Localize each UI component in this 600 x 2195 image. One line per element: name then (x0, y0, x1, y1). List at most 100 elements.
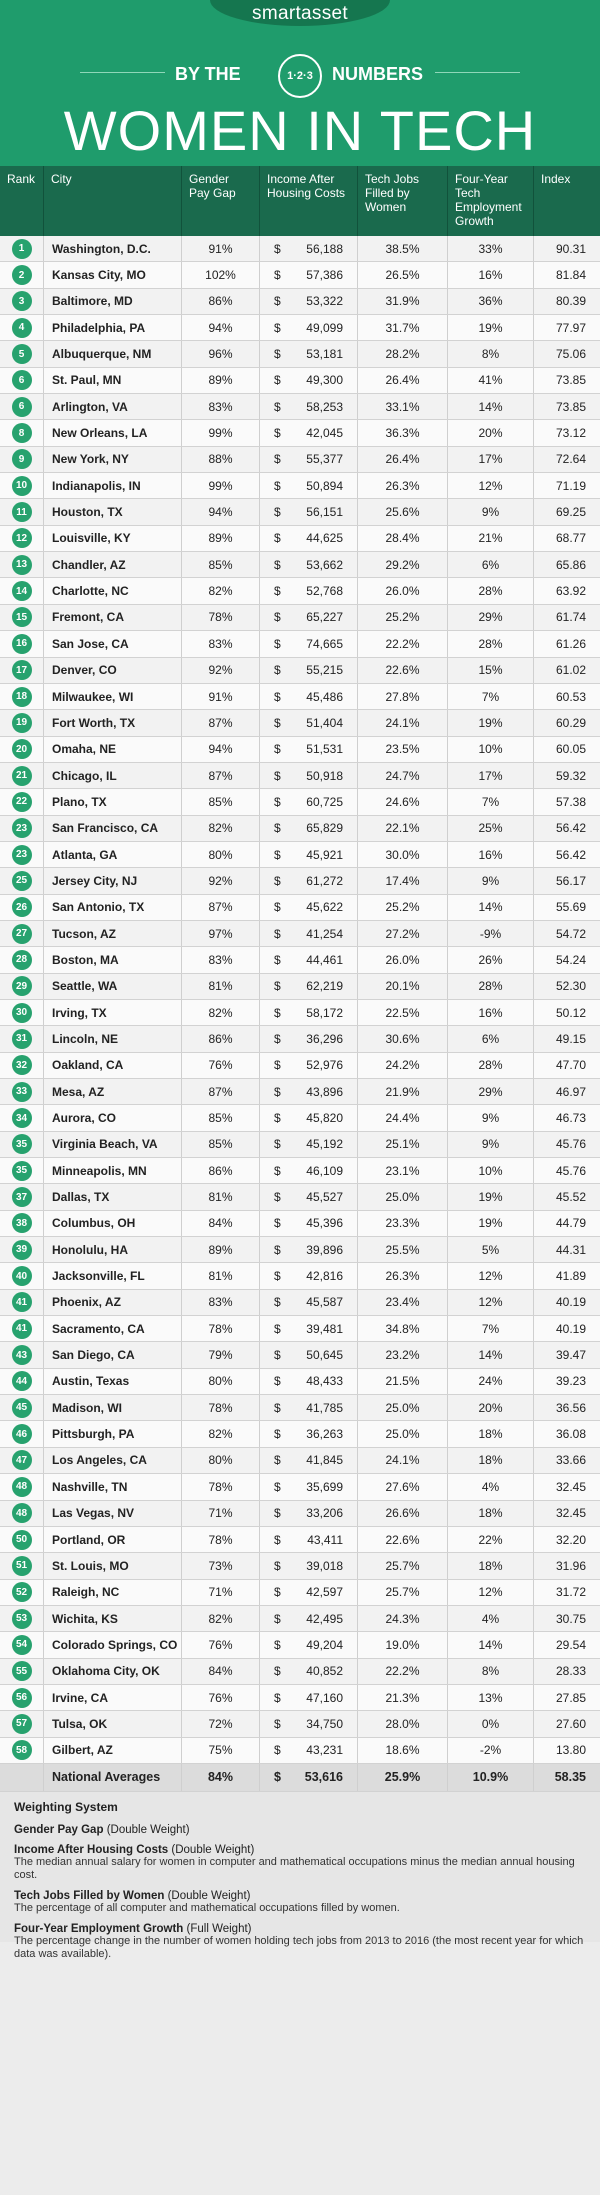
income-value: 40,852 (306, 1664, 343, 1679)
table-row: 46 Pittsburgh, PA 82% $36,263 25.0% 18% 36.08 (0, 1421, 600, 1448)
rank-cell: 16 (0, 631, 44, 657)
weighting-item-weight: (Full Weight) (186, 1922, 252, 1935)
currency-symbol: $ (274, 1453, 281, 1468)
city-cell: St. Paul, MN (44, 367, 182, 394)
pay-gap-cell: 81% (182, 973, 260, 999)
pay-gap-cell: 78% (182, 1474, 260, 1500)
table-row: 6 Arlington, VA 83% $58,253 33.1% 14% 73.85 (0, 394, 600, 421)
index-cell: 31.96 (555, 1558, 586, 1573)
weighting-item-title: Tech Jobs Filled by Women (Double Weight… (14, 1890, 586, 1902)
pay-gap-cell: 80% (182, 1447, 260, 1474)
rank-badge: 45 (11, 1397, 32, 1418)
city-cell: Sacramento, CA (44, 1316, 182, 1342)
currency-symbol: $ (274, 952, 281, 967)
growth-cell: 10% (448, 1158, 534, 1184)
growth-cell: 33% (448, 236, 534, 262)
income-cell: $40,852 (260, 1658, 358, 1684)
tech-jobs-cell: 26.5% (358, 262, 448, 288)
avg-tech-jobs: 25.9% (358, 1763, 448, 1791)
column-header-index: Index (541, 172, 571, 186)
tech-jobs-cell: 24.3% (358, 1605, 448, 1632)
income-value: 50,894 (306, 478, 343, 493)
rank-cell: 10 (0, 473, 44, 499)
income-cell: $55,215 (260, 657, 358, 683)
currency-symbol: $ (274, 347, 281, 362)
growth-cell: 8% (448, 341, 534, 367)
index-cell: 56.17 (555, 873, 586, 888)
page-header: smartasset BY THE 1·2·3 NUMBERS WOMEN IN… (0, 0, 600, 166)
rank-badge: 46 (11, 1424, 32, 1445)
weighting-item-name: Income After Housing Costs (14, 1843, 169, 1856)
income-cell: $74,665 (260, 631, 358, 657)
table-row: 17 Denver, CO 92% $55,215 22.6% 15% 61.02 (0, 657, 600, 684)
growth-cell: 22% (448, 1526, 534, 1553)
income-value: 61,272 (306, 873, 343, 888)
income-cell: $53,662 (260, 552, 358, 578)
income-value: 53,322 (306, 294, 343, 309)
currency-symbol: $ (274, 478, 281, 493)
rank-badge: 44 (11, 1371, 32, 1392)
rank-badge: 47 (11, 1450, 32, 1471)
index-cell: 30.75 (555, 1611, 586, 1626)
income-value: 60,725 (306, 794, 343, 809)
tech-jobs-cell: 21.3% (358, 1684, 448, 1711)
city-cell: Jacksonville, FL (44, 1263, 182, 1289)
growth-cell: 18% (448, 1553, 534, 1579)
tech-jobs-cell: 25.7% (358, 1553, 448, 1579)
tech-jobs-cell: 23.3% (358, 1210, 448, 1237)
currency-symbol: $ (274, 531, 281, 546)
tech-jobs-cell: 28.2% (358, 341, 448, 367)
pay-gap-cell: 83% (182, 947, 260, 973)
weighting-item-name: Four-Year Employment Growth (14, 1922, 184, 1935)
income-value: 42,045 (306, 426, 343, 441)
tech-jobs-cell: 25.6% (358, 499, 448, 525)
rankings-table-body: 1 Washington, D.C. 91% $56,188 38.5% 33% 90.31… (0, 236, 600, 1764)
growth-cell: 9% (448, 868, 534, 894)
table-row: 9 New York, NY 88% $55,377 26.4% 17% 72.64 (0, 446, 600, 474)
table-row: 23 San Francisco, CA 82% $65,829 22.1% 25% 56.… (0, 815, 600, 842)
by-the-text: BY THE (175, 64, 241, 84)
tech-jobs-cell: 17.4% (358, 868, 448, 894)
city-cell: Oakland, CA (44, 1052, 182, 1078)
table-row: 6 St. Paul, MN 89% $49,300 26.4% 41% 73.85 (0, 367, 600, 395)
averages-label: National Averages (44, 1763, 182, 1791)
income-value: 34,750 (306, 1716, 343, 1731)
table-row: 51 St. Louis, MO 73% $39,018 25.7% 18% 31.96 (0, 1553, 600, 1580)
pay-gap-cell: 87% (182, 762, 260, 789)
rank-badge: 4 (11, 317, 32, 338)
index-cell: 36.56 (555, 1400, 586, 1415)
rank-cell: 12 (0, 525, 44, 552)
income-cell: $45,921 (260, 841, 358, 868)
index-cell: 45.52 (555, 1190, 586, 1205)
index-cell: 41.89 (555, 1269, 586, 1284)
rank-badge: 58 (11, 1740, 32, 1761)
pay-gap-cell: 87% (182, 1079, 260, 1105)
table-row: 56 Irvine, CA 76% $47,160 21.3% 13% 27.85 (0, 1684, 600, 1712)
income-cell: $53,322 (260, 288, 358, 315)
tech-jobs-cell: 26.4% (358, 446, 448, 473)
currency-symbol: $ (274, 1585, 281, 1600)
income-cell: $46,109 (260, 1158, 358, 1184)
tech-jobs-cell: 26.3% (358, 1263, 448, 1289)
index-cell: 59.32 (555, 768, 586, 783)
rank-badge: 2 (11, 265, 32, 286)
rank-cell: 53 (0, 1605, 44, 1632)
by-the-numbers-banner: BY THE 1·2·3 NUMBERS (0, 54, 600, 98)
pay-gap-cell: 87% (182, 710, 260, 736)
rank-badge: 8 (11, 423, 32, 444)
currency-symbol: $ (274, 1770, 281, 1785)
table-row: 38 Columbus, OH 84% $45,396 23.3% 19% 44.79 (0, 1210, 600, 1238)
income-value: 33,206 (306, 1506, 343, 1521)
income-value: 42,495 (306, 1611, 343, 1626)
growth-cell: 29% (448, 604, 534, 631)
city-cell: Charlotte, NC (44, 578, 182, 604)
income-value: 45,192 (306, 1137, 343, 1152)
index-cell: 50.12 (555, 1005, 586, 1020)
growth-cell: 19% (448, 315, 534, 341)
rank-cell: 23 (0, 841, 44, 868)
tech-jobs-cell: 26.3% (358, 473, 448, 499)
income-value: 51,531 (306, 742, 343, 757)
income-value: 45,622 (306, 900, 343, 915)
pay-gap-cell: 78% (182, 604, 260, 631)
tech-jobs-cell: 25.2% (358, 894, 448, 920)
